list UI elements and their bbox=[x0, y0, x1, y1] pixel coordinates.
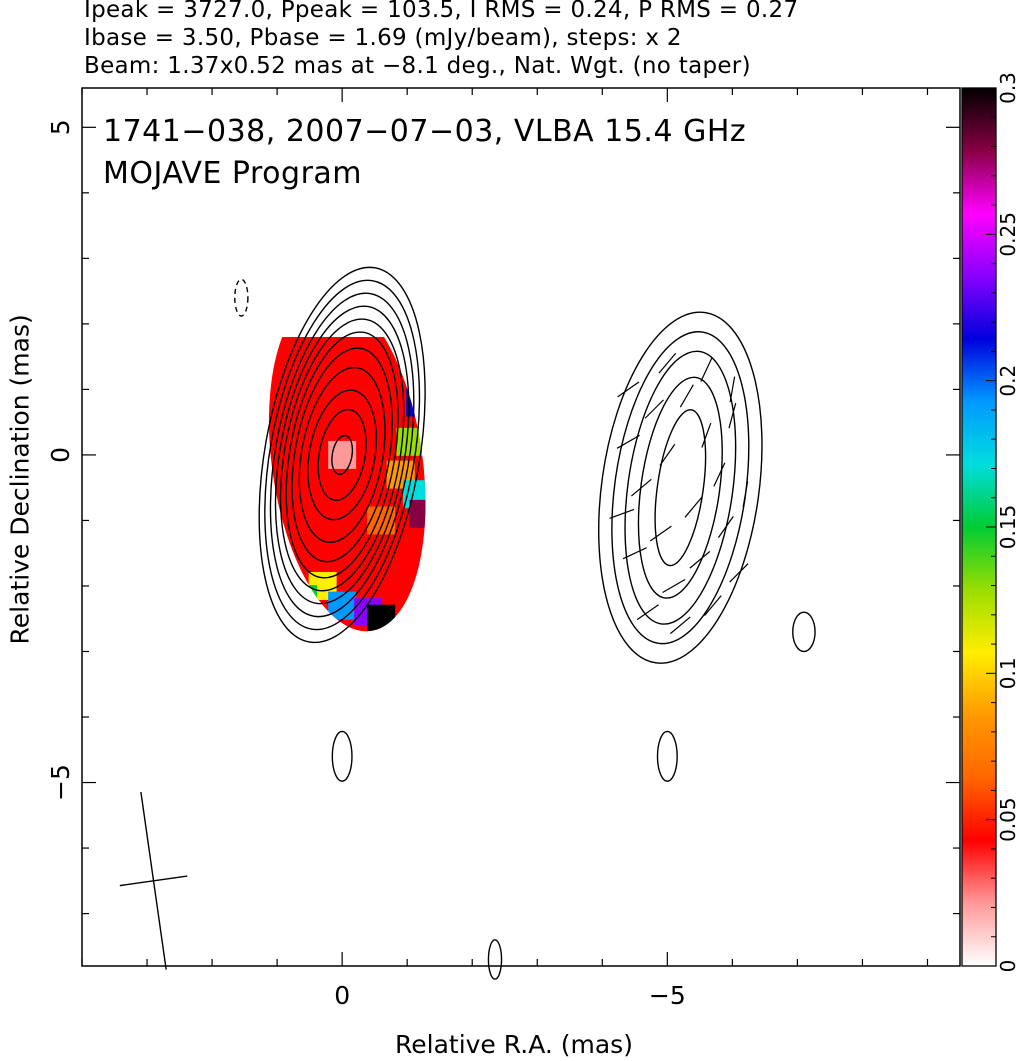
core-contour bbox=[291, 347, 393, 563]
core-contour bbox=[279, 318, 405, 592]
evpa-vector bbox=[644, 399, 664, 419]
colorbar-tick-label: 0.3 bbox=[996, 72, 1020, 104]
evpa-vector bbox=[609, 508, 635, 519]
beam-minor-axis bbox=[119, 875, 188, 887]
core-contour bbox=[307, 389, 378, 521]
colorbar-tick-label: 0.15 bbox=[996, 505, 1020, 550]
evpa-vector bbox=[729, 563, 749, 583]
isolated-contour bbox=[487, 939, 503, 980]
fpol-cell bbox=[409, 499, 438, 528]
core-contour bbox=[298, 366, 386, 543]
header-line-3: Beam: 1.37x0.52 mas at −8.1 deg., Nat. W… bbox=[84, 53, 751, 79]
evpa-vector bbox=[742, 481, 749, 508]
colorbar-tick-label: 0.2 bbox=[996, 365, 1020, 397]
chart-title: 1741−038, 2007−07−03, VLBA 15.4 GHz bbox=[103, 114, 747, 149]
y-tick-label: 0 bbox=[46, 447, 75, 463]
core-contour bbox=[269, 292, 415, 618]
header-line-2: Ibase = 3.50, Pbase = 1.69 (mJy/beam), s… bbox=[84, 25, 682, 51]
isolated-contour bbox=[234, 278, 249, 317]
evpa-vector bbox=[684, 496, 703, 518]
fpol-cell bbox=[367, 604, 396, 633]
evpa-vector bbox=[659, 443, 676, 466]
core-contour bbox=[331, 434, 354, 476]
evpa-vector bbox=[630, 478, 652, 497]
core-contour bbox=[274, 305, 410, 605]
evpa-vector bbox=[679, 384, 694, 408]
y-tick-label: −5 bbox=[46, 764, 75, 801]
fpol-colour-layer bbox=[257, 336, 438, 639]
colorbar-tick-label: 0 bbox=[996, 960, 1020, 973]
evpa-vector bbox=[717, 516, 734, 538]
evpa-vector bbox=[662, 578, 686, 593]
evpa-vector bbox=[616, 434, 640, 449]
jet-contour bbox=[637, 376, 723, 599]
jet-contour bbox=[598, 311, 763, 664]
evpa-vector bbox=[729, 376, 736, 403]
y-axis-label: Relative Declination (mas) bbox=[5, 314, 35, 645]
jet-contour bbox=[611, 331, 750, 645]
evpa-vector bbox=[701, 422, 712, 448]
evpa-vector bbox=[658, 352, 677, 374]
evpa-vector bbox=[669, 616, 691, 635]
core-contour bbox=[264, 279, 421, 631]
evpa-vector bbox=[713, 462, 726, 487]
header-line-1: Ipeak = 3727.0, Ppeak = 103.5, I RMS = 0… bbox=[84, 0, 799, 23]
chart-subtitle: MOJAVE Program bbox=[103, 156, 363, 191]
isolated-contour bbox=[331, 730, 353, 782]
jet-contour bbox=[624, 350, 737, 625]
y-tick-label: 5 bbox=[46, 119, 75, 135]
isolated-contour bbox=[792, 611, 816, 653]
isolated-contour bbox=[656, 730, 678, 782]
x-tick-label: 0 bbox=[334, 981, 350, 1010]
evpa-vector bbox=[728, 402, 737, 429]
evpa-vector bbox=[689, 550, 711, 569]
core-contour bbox=[258, 266, 426, 644]
evpa-vector bbox=[617, 381, 640, 398]
colorbar-tick-label: 0.05 bbox=[996, 797, 1020, 842]
evpa-vector bbox=[649, 525, 672, 542]
evpa-vector bbox=[622, 547, 647, 560]
x-axis-label: Relative R.A. (mas) bbox=[395, 1030, 633, 1059]
jet-contour bbox=[654, 409, 707, 567]
x-tick-label: −5 bbox=[649, 981, 686, 1010]
core-contour bbox=[317, 408, 367, 501]
colorbar-tick-label: 0.25 bbox=[996, 212, 1020, 257]
plot-frame bbox=[81, 87, 961, 967]
colorbar-tick-label: 0.1 bbox=[996, 657, 1020, 689]
core-contour bbox=[285, 331, 399, 579]
evpa-vector bbox=[700, 357, 713, 382]
evpa-vector bbox=[636, 604, 659, 621]
evpa-vector bbox=[704, 595, 722, 616]
